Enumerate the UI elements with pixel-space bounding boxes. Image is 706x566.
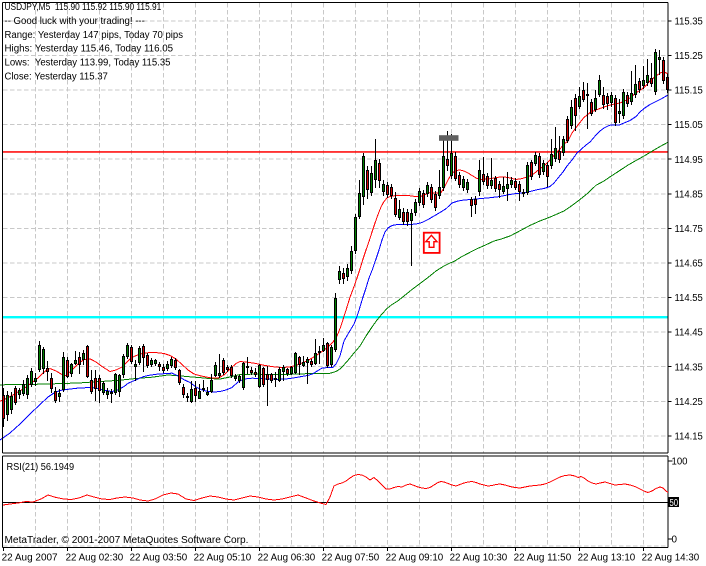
svg-text:115.35: 115.35 bbox=[675, 17, 704, 28]
svg-text:115.15: 115.15 bbox=[675, 86, 704, 97]
svg-text:22 Aug 02:30: 22 Aug 02:30 bbox=[66, 553, 124, 564]
svg-text:114.75: 114.75 bbox=[675, 224, 704, 235]
svg-text:22 Aug 05:10: 22 Aug 05:10 bbox=[194, 553, 252, 564]
svg-text:114.95: 114.95 bbox=[675, 155, 704, 166]
svg-text:114.65: 114.65 bbox=[675, 259, 704, 270]
svg-text:100: 100 bbox=[672, 457, 688, 468]
svg-text:50: 50 bbox=[670, 498, 679, 509]
svg-text:-- Good luck with your trading: -- Good luck with your trading! --- bbox=[5, 16, 145, 27]
svg-text:MetaTrader, © 2001-2007 MetaQu: MetaTrader, © 2001-2007 MetaQuotes Softw… bbox=[5, 535, 249, 546]
svg-text:115.25: 115.25 bbox=[675, 51, 704, 62]
svg-text:Highs: Yesterday 115.46, Today: Highs: Yesterday 115.46, Today 116.05 bbox=[5, 44, 174, 55]
svg-text:22 Aug 10:30: 22 Aug 10:30 bbox=[450, 553, 508, 564]
svg-text:114.55: 114.55 bbox=[675, 293, 704, 304]
svg-text:22 Aug 09:10: 22 Aug 09:10 bbox=[386, 553, 444, 564]
svg-text:Range: Yesterday 147 pips, Tod: Range: Yesterday 147 pips, Today 70 pips bbox=[5, 30, 184, 41]
svg-text:22 Aug 07:50: 22 Aug 07:50 bbox=[322, 553, 380, 564]
svg-text:Close: Yesterday 115.37: Close: Yesterday 115.37 bbox=[5, 72, 109, 83]
svg-text:0: 0 bbox=[672, 535, 678, 546]
svg-text:114.15: 114.15 bbox=[675, 432, 704, 443]
svg-text:USDJPY,M5 115.90 115.92 115.9: USDJPY,M5 115.90 115.92 115.90 115.91 bbox=[5, 2, 162, 13]
svg-text:22 Aug 11:50: 22 Aug 11:50 bbox=[514, 553, 572, 564]
svg-text:22 Aug 06:30: 22 Aug 06:30 bbox=[258, 553, 316, 564]
svg-text:22 Aug 13:10: 22 Aug 13:10 bbox=[578, 553, 636, 564]
svg-text:22 Aug 14:30: 22 Aug 14:30 bbox=[642, 553, 700, 564]
svg-text:22 Aug 2007: 22 Aug 2007 bbox=[2, 553, 58, 564]
svg-text:22 Aug 03:50: 22 Aug 03:50 bbox=[130, 553, 188, 564]
svg-text:114.45: 114.45 bbox=[675, 328, 704, 339]
svg-text:114.25: 114.25 bbox=[675, 397, 704, 408]
svg-text:RSI(21) 56.1949: RSI(21) 56.1949 bbox=[7, 462, 75, 473]
svg-text:114.85: 114.85 bbox=[675, 189, 704, 200]
svg-text:Lows: Yesterday 113.99, Today: Lows: Yesterday 113.99, Today 115.35 bbox=[5, 58, 171, 69]
svg-text:115.05: 115.05 bbox=[675, 120, 704, 131]
svg-text:114.35: 114.35 bbox=[675, 362, 704, 373]
